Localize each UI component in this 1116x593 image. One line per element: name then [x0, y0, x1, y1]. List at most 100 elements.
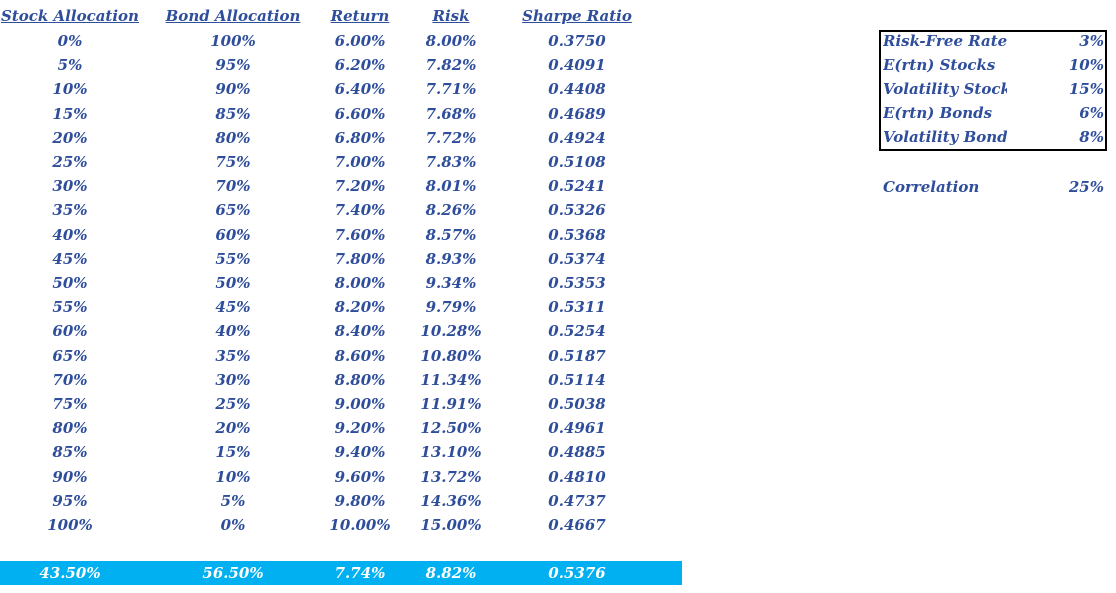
- cell: 0.4885: [548, 443, 606, 462]
- cell: 40%: [52, 225, 88, 244]
- cell: 10%: [215, 467, 251, 486]
- cell: 6.40%: [334, 80, 386, 99]
- cell: 30%: [215, 370, 251, 389]
- cell: 90%: [215, 80, 251, 99]
- cell: 75%: [215, 153, 251, 171]
- cell: 9.34%: [425, 274, 477, 292]
- cell: 75%: [52, 395, 88, 413]
- cell: 5%: [220, 491, 246, 510]
- cell: 0.5038: [548, 395, 606, 413]
- cell: 15%: [52, 104, 88, 123]
- cell: 80%: [215, 128, 251, 147]
- column-header: Bond Allocation: [165, 7, 301, 25]
- cell: 0.5114: [548, 370, 606, 389]
- cell: 20%: [215, 419, 251, 438]
- cell: 0.4961: [548, 419, 606, 438]
- cell: 25%: [52, 153, 88, 171]
- cell: 35%: [52, 201, 88, 220]
- correlation-value: 25%: [1068, 178, 1104, 196]
- cell: 40%: [215, 322, 251, 341]
- optimal-cell: 0.5376: [548, 564, 606, 582]
- cell: 0.4091: [548, 56, 606, 75]
- cell: 9.60%: [334, 467, 386, 486]
- cell: 7.71%: [425, 80, 477, 99]
- cell: 0.4689: [548, 104, 606, 123]
- cell: 10%: [52, 80, 88, 99]
- cell: 0.5368: [548, 225, 606, 244]
- cell: 8.20%: [334, 298, 386, 317]
- cell: 95%: [215, 56, 251, 75]
- cell: 15.00%: [420, 516, 482, 534]
- cell: 50%: [215, 274, 251, 292]
- parameter-value: 6%: [1079, 104, 1104, 122]
- optimal-cell: 43.50%: [39, 564, 101, 582]
- cell: 55%: [215, 249, 251, 268]
- cell: 7.00%: [334, 153, 386, 171]
- cell: 8.00%: [425, 32, 477, 50]
- cell: 8.93%: [425, 249, 477, 268]
- cell: 13.72%: [420, 467, 482, 486]
- cell: 100%: [47, 516, 93, 534]
- cell: 6.60%: [334, 104, 386, 123]
- cell: 85%: [52, 443, 88, 462]
- column-header: Sharpe Ratio: [522, 7, 632, 25]
- optimal-cell: 7.74%: [334, 564, 386, 582]
- cell: 8.01%: [425, 177, 477, 196]
- cell: 7.20%: [334, 177, 386, 196]
- cell: 15%: [215, 443, 251, 462]
- cell: 0.5108: [548, 153, 606, 171]
- cell: 0.5374: [548, 249, 606, 268]
- cell: 70%: [215, 177, 251, 196]
- optimal-row-highlight: [0, 561, 682, 585]
- cell: 6.80%: [334, 128, 386, 147]
- cell: 11.91%: [420, 395, 482, 413]
- cell: 20%: [52, 128, 88, 147]
- cell: 80%: [52, 419, 88, 438]
- cell: 0.5311: [548, 298, 606, 317]
- cell: 12.50%: [420, 419, 482, 438]
- parameter-value: 15%: [1068, 80, 1104, 98]
- parameter-label: E(rtn) Stocks: [883, 56, 996, 74]
- cell: 10.28%: [420, 322, 482, 341]
- cell: 7.80%: [334, 249, 386, 268]
- cell: 8.00%: [334, 274, 386, 292]
- cell: 50%: [52, 274, 88, 292]
- cell: 5%: [57, 56, 83, 75]
- cell: 45%: [215, 298, 251, 317]
- column-header: Return: [330, 7, 390, 25]
- cell: 8.80%: [334, 370, 386, 389]
- cell: 0.5326: [548, 201, 606, 220]
- cell: 0%: [57, 32, 83, 50]
- cell: 25%: [215, 395, 251, 413]
- cell: 30%: [52, 177, 88, 196]
- cell: 65%: [215, 201, 251, 220]
- column-header: Stock Allocation: [1, 7, 139, 25]
- cell: 0%: [220, 516, 246, 534]
- column-header: Risk: [432, 7, 470, 25]
- cell: 0.5187: [548, 346, 606, 365]
- cell: 8.40%: [334, 322, 386, 341]
- cell: 7.60%: [334, 225, 386, 244]
- cell: 7.68%: [425, 104, 477, 123]
- cell: 70%: [52, 370, 88, 389]
- cell: 85%: [215, 104, 251, 123]
- cell: 0.5241: [548, 177, 606, 196]
- cell: 0.4408: [548, 80, 606, 99]
- cell: 14.36%: [420, 491, 482, 510]
- cell: 10.00%: [329, 516, 391, 534]
- cell: 100%: [210, 32, 256, 50]
- cell: 8.57%: [425, 225, 477, 244]
- cell: 95%: [52, 491, 88, 510]
- cell: 13.10%: [420, 443, 482, 462]
- cell: 6.20%: [334, 56, 386, 75]
- cell: 7.40%: [334, 201, 386, 220]
- cell: 7.83%: [425, 153, 477, 171]
- cell: 0.5254: [548, 322, 606, 341]
- cell: 35%: [215, 346, 251, 365]
- cell: 10.80%: [420, 346, 482, 365]
- cell: 9.20%: [334, 419, 386, 438]
- parameter-label: Risk-Free Rate: [883, 32, 1007, 50]
- cell: 11.34%: [420, 370, 482, 389]
- cell: 9.00%: [334, 395, 386, 413]
- cell: 7.72%: [425, 128, 477, 147]
